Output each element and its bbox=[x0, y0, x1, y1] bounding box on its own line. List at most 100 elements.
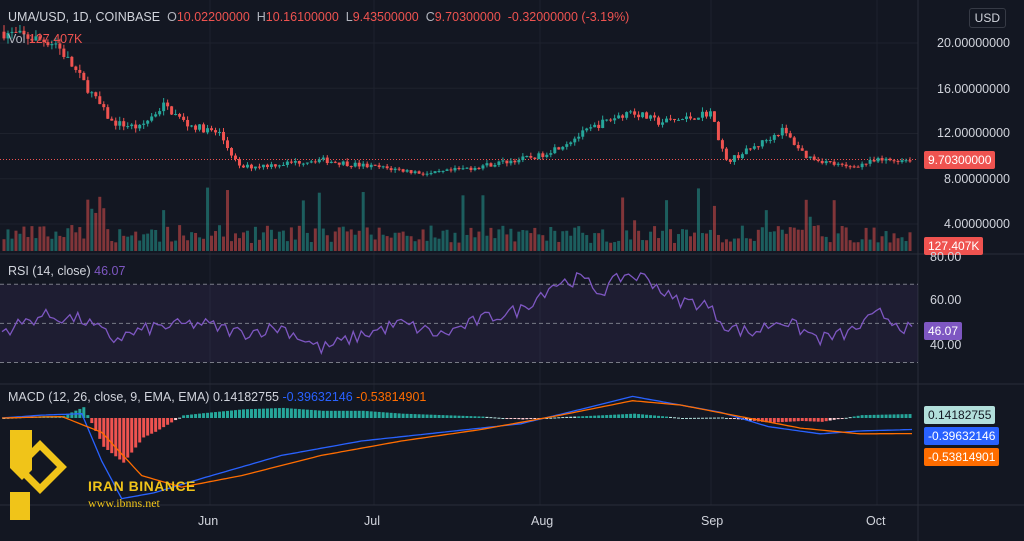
rsi-pane bbox=[0, 272, 918, 363]
volume-bar bbox=[345, 231, 349, 251]
volume-bar bbox=[433, 237, 437, 251]
volume-bar bbox=[42, 226, 46, 251]
candle-body bbox=[301, 163, 305, 165]
volume-bar bbox=[26, 237, 30, 251]
candle-body bbox=[98, 96, 102, 105]
candle-body bbox=[868, 159, 872, 164]
candle-body bbox=[222, 131, 226, 141]
macd-histogram-bar bbox=[317, 410, 321, 418]
candle-body bbox=[257, 166, 261, 168]
volume-bar bbox=[860, 239, 864, 251]
volume-bar bbox=[597, 233, 601, 251]
volume-bar bbox=[820, 236, 824, 251]
candle-body bbox=[732, 155, 736, 162]
macd-title: MACD (12, 26, close, 9, EMA, EMA) bbox=[8, 390, 210, 404]
macd-histogram-bar bbox=[517, 418, 521, 420]
macd-histogram-bar bbox=[736, 418, 740, 420]
macd-histogram-bar bbox=[549, 417, 553, 419]
candle-body bbox=[824, 161, 828, 164]
macd-histogram-bar bbox=[389, 412, 393, 418]
macd-histogram-bar bbox=[649, 415, 653, 418]
candle-body bbox=[796, 144, 800, 149]
volume-bar bbox=[521, 230, 525, 251]
macd-histogram-bar bbox=[696, 417, 700, 419]
candle-body bbox=[896, 160, 900, 162]
candle-body bbox=[768, 139, 772, 141]
volume-bar bbox=[389, 237, 393, 251]
macd-histogram-bar bbox=[792, 418, 796, 422]
candle-body bbox=[421, 173, 425, 175]
candle-body bbox=[162, 102, 166, 112]
candle-body bbox=[110, 118, 114, 121]
macd-histogram-bar bbox=[289, 408, 293, 418]
candle-body bbox=[186, 119, 190, 127]
candle-body bbox=[557, 147, 561, 150]
candle-body bbox=[812, 156, 816, 160]
candle-body bbox=[669, 118, 673, 120]
volume-bar bbox=[277, 231, 281, 251]
candle-body bbox=[154, 114, 158, 117]
macd-histogram-bar bbox=[281, 407, 285, 418]
macd-histogram-bar bbox=[222, 411, 226, 418]
currency-button[interactable]: USD bbox=[968, 8, 1006, 28]
candle-body bbox=[170, 106, 174, 115]
candle-body bbox=[329, 161, 333, 164]
candle-body bbox=[724, 148, 728, 160]
candle-body bbox=[788, 133, 792, 138]
volume-bar bbox=[305, 232, 309, 251]
candle-body bbox=[784, 127, 788, 134]
candle-body bbox=[54, 43, 58, 45]
candle-body bbox=[876, 158, 880, 162]
volume-label: Vol bbox=[8, 32, 26, 46]
macd-histogram-bar bbox=[110, 418, 114, 454]
macd-histogram-bar bbox=[413, 414, 417, 418]
volume-bar bbox=[673, 242, 677, 251]
candle-body bbox=[585, 128, 589, 131]
macd-histogram-bar bbox=[122, 418, 126, 463]
candle-body bbox=[10, 31, 14, 33]
candle-body bbox=[429, 173, 433, 175]
candle-body bbox=[549, 153, 553, 155]
macd-histogram-bar bbox=[297, 409, 301, 418]
candle-body bbox=[6, 32, 10, 39]
volume-bar bbox=[489, 227, 493, 251]
volume-bar bbox=[736, 238, 740, 251]
volume-bar bbox=[269, 229, 273, 251]
candle-body bbox=[134, 124, 138, 129]
low-label: L bbox=[345, 10, 353, 24]
candle-body bbox=[589, 127, 593, 129]
macd-histogram-bar bbox=[529, 418, 533, 419]
macd-histogram-bar bbox=[856, 415, 860, 418]
macd-histogram-bar bbox=[493, 417, 497, 419]
macd-histogram-bar bbox=[569, 416, 573, 418]
macd-histogram-bar bbox=[94, 418, 98, 431]
volume-bar bbox=[429, 225, 433, 251]
volume-bar bbox=[285, 241, 289, 251]
candle-body bbox=[361, 163, 365, 167]
rsi-title: RSI (14, close) bbox=[8, 264, 91, 278]
volume-bar bbox=[297, 225, 301, 251]
volume-bar bbox=[245, 230, 249, 251]
macd-histogram-bar bbox=[134, 418, 138, 448]
macd-histogram-bar bbox=[533, 418, 537, 419]
volume-bar bbox=[74, 232, 78, 251]
candle-body bbox=[561, 146, 565, 150]
volume-bar bbox=[449, 242, 453, 251]
macd-histogram-bar bbox=[401, 413, 405, 418]
candle-body bbox=[106, 107, 110, 119]
macd-histogram-bar bbox=[836, 418, 840, 420]
candle-body bbox=[740, 154, 744, 159]
volume-bar bbox=[214, 231, 218, 251]
candle-body bbox=[884, 158, 888, 161]
candle-body bbox=[26, 34, 30, 39]
change-value: -0.32000000 (-3.19%) bbox=[507, 10, 630, 24]
volume-bar bbox=[54, 231, 58, 251]
volume-bar bbox=[349, 229, 353, 251]
logo-shape bbox=[13, 440, 67, 494]
candle-body bbox=[537, 153, 541, 160]
candle-body bbox=[14, 31, 18, 33]
candle-body bbox=[505, 160, 509, 164]
candle-body bbox=[633, 111, 637, 115]
volume-bar bbox=[852, 242, 856, 251]
